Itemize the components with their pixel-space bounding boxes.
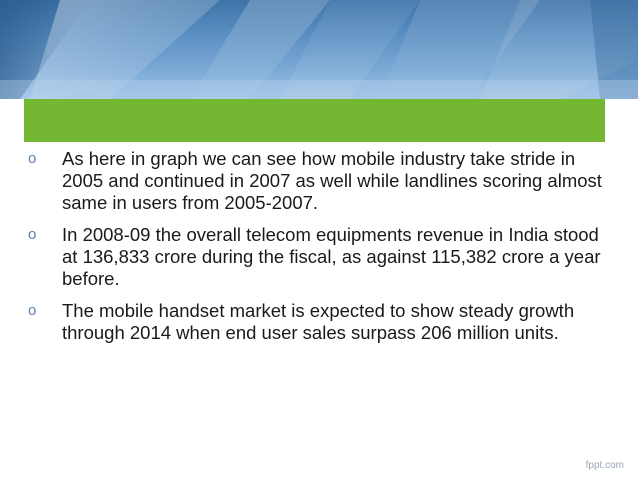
bullet-text: The mobile handset market is expected to…	[62, 300, 575, 343]
bullet-item: o In 2008-09 the overall telecom equipme…	[28, 224, 618, 290]
bullet-item: o As here in graph we can see how mobile…	[28, 148, 618, 214]
footer-brand: fppt.com	[585, 460, 624, 471]
bullet-marker-icon: o	[28, 226, 37, 243]
bullet-item: o The mobile handset market is expected …	[28, 300, 618, 344]
title-bar	[24, 99, 605, 142]
header-banner	[0, 0, 638, 99]
bullet-text: In 2008-09 the overall telecom equipment…	[62, 224, 601, 289]
bullet-marker-icon: o	[28, 150, 37, 167]
bullet-list: o As here in graph we can see how mobile…	[28, 148, 618, 354]
bullet-marker-icon: o	[28, 302, 37, 319]
bullet-text: As here in graph we can see how mobile i…	[62, 148, 602, 213]
header-decoration	[0, 0, 638, 99]
